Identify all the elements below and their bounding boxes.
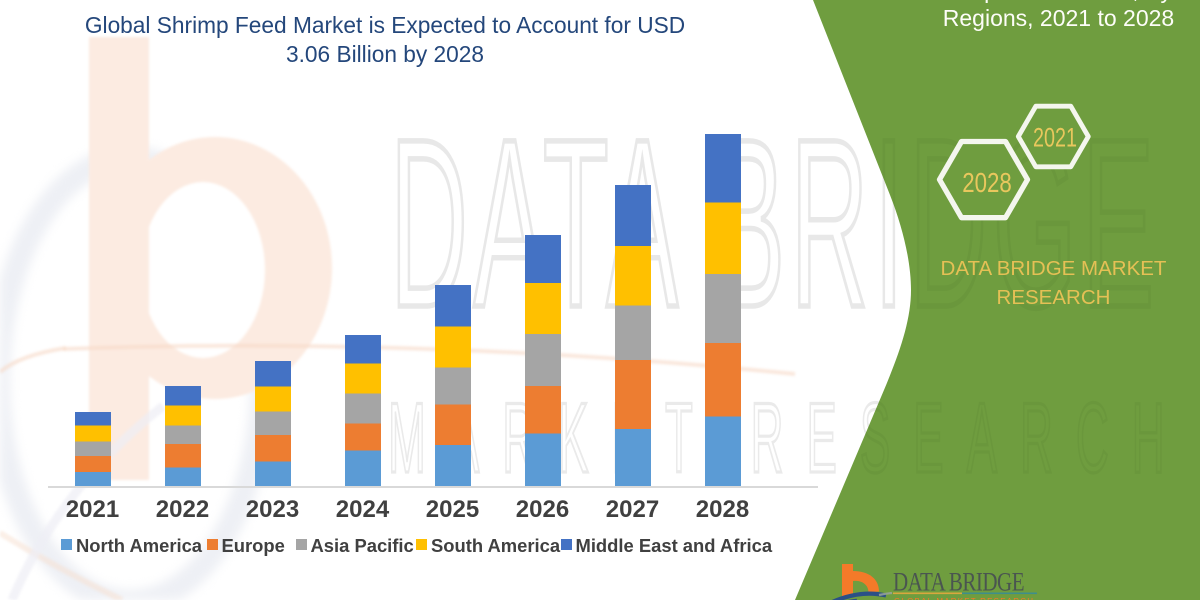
svg-text:GLOBAL MARKET RESEARCH: GLOBAL MARKET RESEARCH [894, 597, 1034, 600]
svg-text:2028: 2028 [962, 167, 1012, 198]
svg-text:DATA BRIDGE: DATA BRIDGE [893, 568, 1024, 597]
svg-text:2021: 2021 [1033, 122, 1077, 152]
